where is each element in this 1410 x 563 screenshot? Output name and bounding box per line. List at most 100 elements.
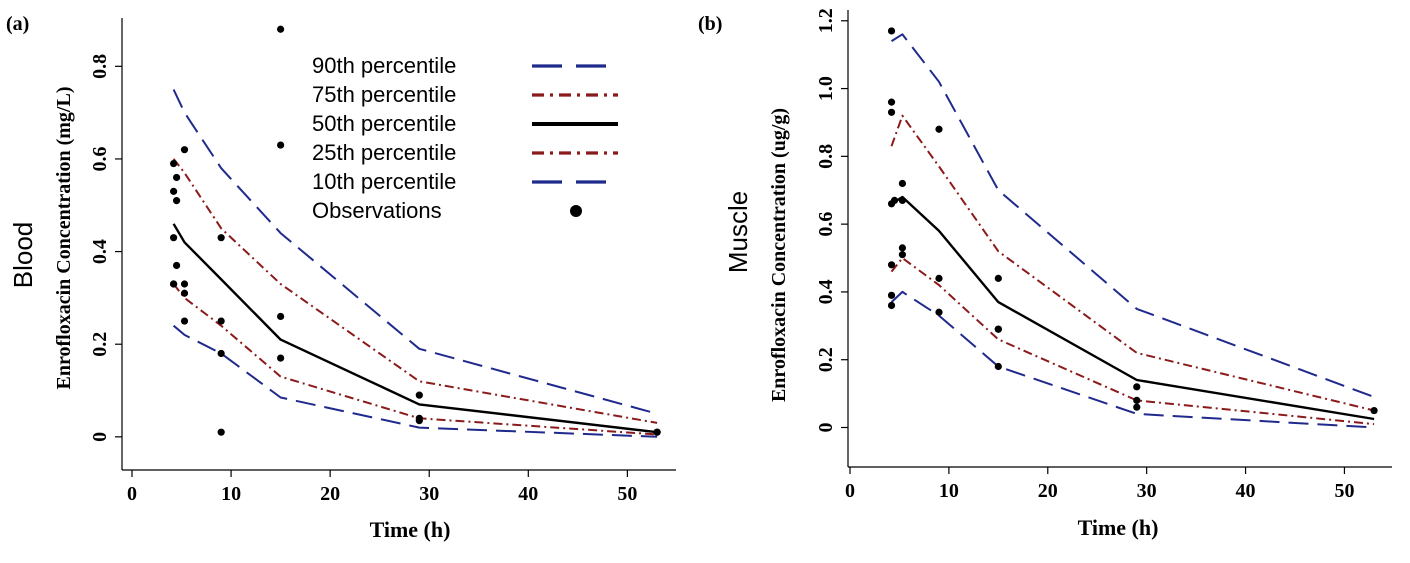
panel-a-observations	[170, 25, 661, 436]
y-tick-label: 0.2	[815, 347, 837, 372]
observation-point	[277, 25, 285, 33]
observation-point	[180, 289, 189, 297]
y-tick-label: 0.4	[815, 279, 837, 304]
observation-point	[1370, 406, 1378, 415]
y-tick-label: 0.8	[815, 144, 837, 169]
panel-a-label: (a)	[6, 13, 29, 35]
series-line-p25	[172, 283, 658, 436]
x-tick-label: 30	[419, 483, 439, 505]
observation-point	[217, 317, 225, 325]
y-tick-label: 0.8	[89, 54, 111, 79]
x-tick-label: 20	[320, 483, 340, 505]
x-tick-label: 0	[127, 483, 137, 505]
observation-point	[277, 141, 285, 149]
y-tick-label: 0.6	[815, 212, 837, 237]
panel-b-y-ticks: 0 0.2 0.4 0.6 0.8 1.0 1.2	[815, 8, 848, 432]
y-tick-label: 1.2	[815, 8, 837, 33]
panel-b-y-axis-title: Enrofloxacin Concentration (ug/g)	[768, 108, 790, 402]
panel-a-y-ticks: 0 0.2 0.4 0.6 0.8	[89, 54, 122, 442]
observation-point	[277, 354, 285, 362]
y-tick-label: 0	[815, 422, 837, 432]
panel-a-tissue-label: Blood	[8, 222, 38, 289]
observation-point	[887, 27, 896, 35]
observation-point	[887, 301, 896, 310]
y-tick-label: 0.2	[89, 332, 111, 357]
observation-point	[887, 291, 896, 299]
legend-label-p25: 25th percentile	[312, 140, 456, 165]
legend-swatch-obs	[570, 205, 582, 217]
observation-point	[172, 261, 181, 270]
panel-b-observations	[887, 27, 1378, 415]
observation-point	[1133, 396, 1141, 404]
observation-point	[887, 108, 896, 116]
observation-point	[277, 312, 285, 321]
observation-point	[935, 274, 943, 282]
observation-point	[653, 428, 661, 436]
x-tick-label: 0	[845, 480, 855, 502]
x-tick-label: 40	[518, 483, 538, 505]
observation-point	[172, 173, 181, 182]
series-line-p10	[890, 290, 1375, 429]
observation-point	[898, 179, 907, 188]
legend-label-p75: 75th percentile	[312, 82, 456, 107]
panel-blood: (a) Blood Enrofloxacin Concentration (mg…	[6, 13, 676, 542]
legend-label-p10: 10th percentile	[312, 169, 456, 194]
legend-label-obs: Observations	[312, 198, 442, 223]
legend-label-p90: 90th percentile	[312, 53, 456, 78]
x-tick-label: 40	[1236, 480, 1256, 502]
observation-point	[1133, 383, 1141, 391]
observation-point	[890, 196, 899, 205]
x-tick-label: 10	[221, 483, 241, 505]
panel-a-x-ticks: 0 10 20 30 40 50	[127, 470, 637, 505]
x-tick-label: 50	[617, 483, 637, 505]
series-line-p90	[890, 33, 1375, 398]
observation-point	[217, 234, 225, 242]
panel-a-y-axis-title: Enrofloxacin Concentration (mg/L)	[53, 87, 75, 390]
observation-point	[170, 187, 178, 195]
observation-point	[994, 362, 1002, 371]
observation-point	[217, 349, 225, 358]
y-tick-label: 1.0	[815, 76, 837, 101]
observation-point	[170, 159, 178, 168]
panel-b-percentile-lines	[890, 33, 1375, 429]
observation-point	[180, 280, 189, 288]
observation-point	[887, 98, 896, 106]
series-line-p75	[172, 158, 658, 424]
y-tick-label: 0.6	[89, 146, 111, 171]
legend: 90th percentile 75th percentile 50th perce…	[312, 53, 618, 223]
observation-point	[180, 317, 189, 325]
observation-point	[170, 280, 178, 288]
observation-point	[887, 261, 896, 269]
observation-point	[180, 146, 189, 154]
series-line-p50	[172, 223, 658, 434]
x-tick-label: 30	[1137, 480, 1157, 502]
panel-a-x-axis-title: Time (h)	[370, 517, 451, 542]
observation-point	[935, 308, 943, 316]
panel-b-tissue-label: Muscle	[723, 191, 753, 273]
y-tick-label: 0.4	[89, 239, 111, 264]
x-tick-label: 50	[1334, 480, 1354, 502]
observation-point	[898, 251, 907, 259]
x-tick-label: 10	[939, 480, 959, 502]
panel-b-x-ticks: 0 10 20 30 40 50	[845, 467, 1354, 502]
legend-label-p50: 50th percentile	[312, 111, 456, 136]
observation-point	[1133, 403, 1141, 411]
observation-point	[172, 197, 181, 205]
y-tick-label: 0	[89, 432, 111, 442]
panel-b-x-axis-title: Time (h)	[1078, 515, 1159, 540]
observation-point	[415, 417, 423, 425]
observation-point	[994, 325, 1002, 333]
observation-point	[994, 274, 1002, 282]
observation-point	[415, 391, 423, 399]
panel-muscle: (b) Muscle Enrofloxacin Concentration (u…	[698, 8, 1392, 540]
observation-point	[898, 244, 907, 252]
x-tick-label: 20	[1038, 480, 1058, 502]
observation-point	[217, 428, 225, 436]
series-line-p25	[890, 257, 1375, 426]
observation-point	[170, 234, 178, 242]
observation-point	[935, 125, 943, 133]
panel-b-label: (b)	[698, 13, 722, 35]
series-line-p10	[172, 324, 658, 438]
observation-point	[898, 196, 907, 205]
